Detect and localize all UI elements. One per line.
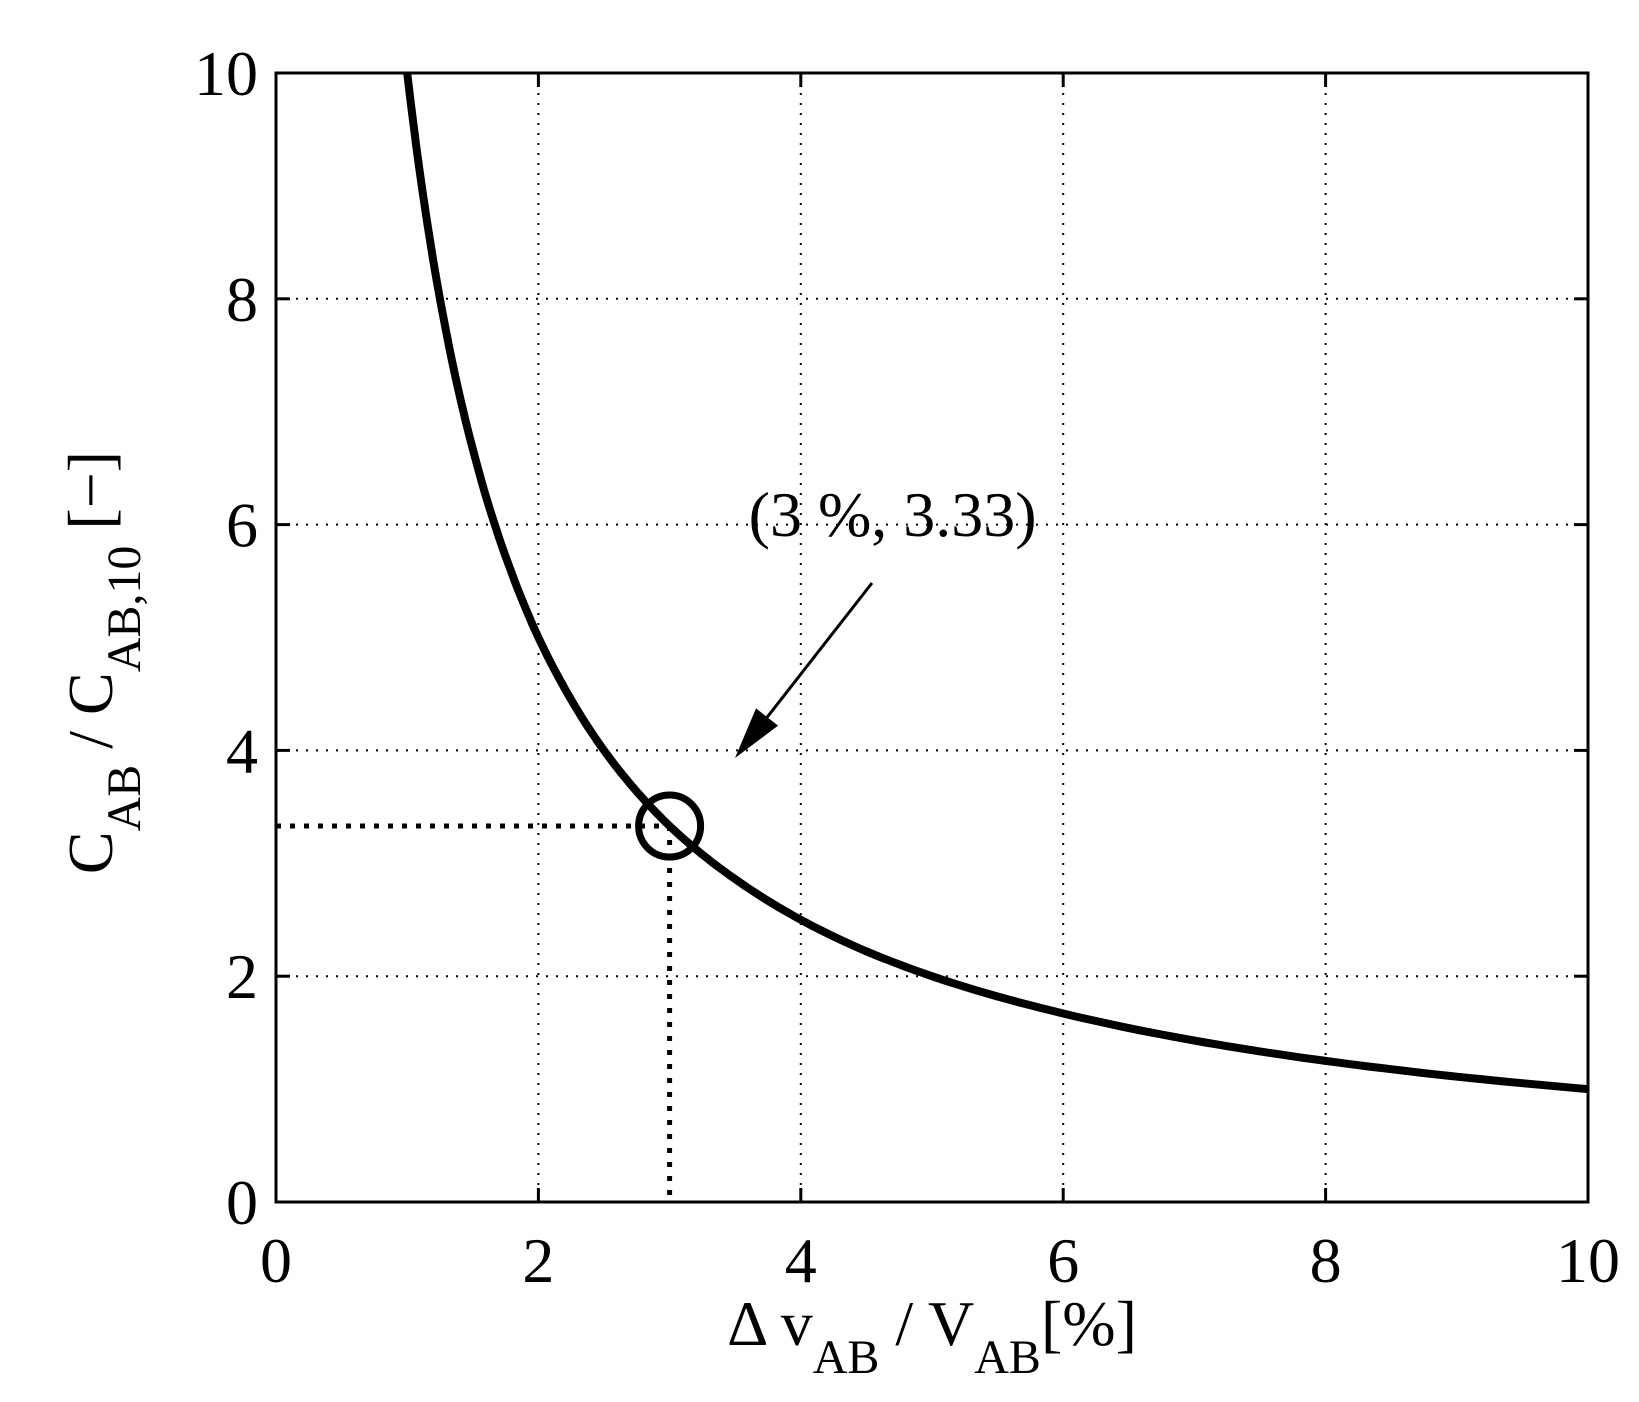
y-tick-label: 2 bbox=[226, 941, 258, 1012]
y-tick-label: 4 bbox=[226, 715, 258, 786]
annotation-label: (3 %, 3.33) bbox=[749, 479, 1037, 550]
highlight-marker bbox=[635, 791, 705, 861]
plot-frame bbox=[274, 71, 1590, 1204]
x-tick-label: 10 bbox=[1556, 1225, 1620, 1296]
axis-label-part: [%] bbox=[1041, 1288, 1137, 1359]
y-tick-label: 0 bbox=[226, 1167, 258, 1238]
axis-label-subscript: AB bbox=[98, 765, 151, 832]
y-axis-label: CAB​ / CAB,10​ [−] bbox=[55, 451, 151, 874]
x-tick-label: 2 bbox=[522, 1225, 554, 1296]
x-tick-label: 0 bbox=[260, 1225, 292, 1296]
x-tick-labels: 0 2 4 6 8 10 bbox=[260, 1225, 1620, 1296]
axis-label-part: / C bbox=[55, 672, 126, 764]
annotation-arrow bbox=[735, 582, 874, 758]
y-tick-label: 8 bbox=[226, 264, 258, 335]
annotation-arrow-line bbox=[745, 582, 874, 744]
y-tick-label: 10 bbox=[194, 38, 258, 109]
axis-label-part: / V bbox=[879, 1288, 974, 1359]
axis-label-part: C bbox=[55, 831, 126, 874]
marker-guide-lines bbox=[276, 823, 673, 1202]
x-tick-label: 4 bbox=[785, 1225, 817, 1296]
axis-label-part: [−] bbox=[55, 451, 126, 546]
axis-label-subscript: AB,10 bbox=[98, 546, 151, 673]
x-axis-label: Δ vAB​ / VAB​[%] bbox=[727, 1288, 1137, 1384]
y-tick-labels: 0 2 4 6 8 10 bbox=[194, 38, 258, 1238]
y-tick-label: 6 bbox=[226, 490, 258, 561]
annotation-arrow-head bbox=[735, 708, 779, 758]
x-tick-label: 8 bbox=[1310, 1225, 1342, 1296]
x-tick-label: 6 bbox=[1047, 1225, 1079, 1296]
axis-label-subscript: AB bbox=[974, 1331, 1041, 1384]
axis-label-part: Δ v bbox=[727, 1288, 813, 1359]
axis-label-subscript: AB bbox=[813, 1331, 880, 1384]
series-line bbox=[403, 72, 1589, 1094]
